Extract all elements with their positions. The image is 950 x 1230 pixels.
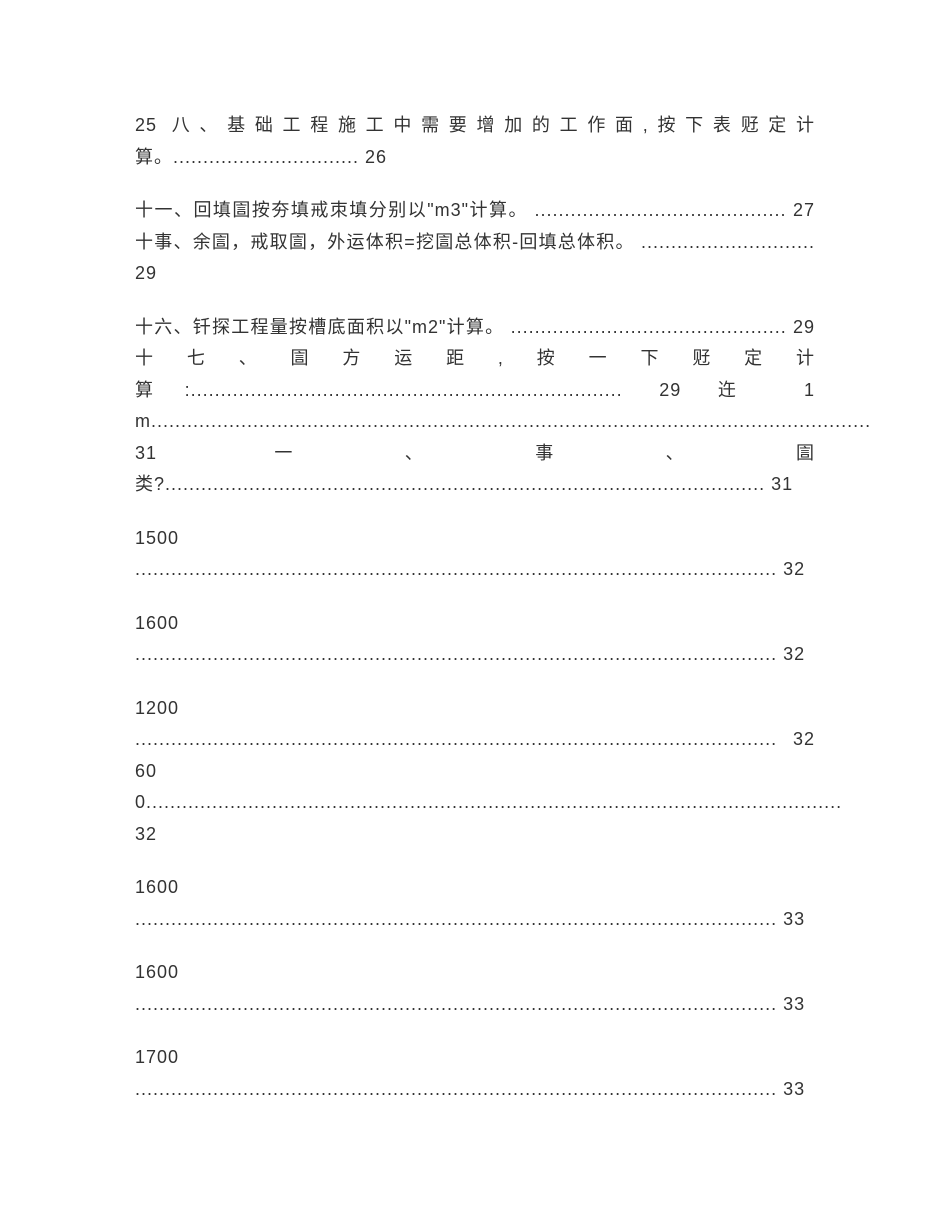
toc-line: 1600 ...................................… <box>135 608 815 671</box>
toc-line: 十六、钎探工程量按槽底面积以"m2"计算。 ..................… <box>135 312 815 501</box>
toc-line: 1600 ...................................… <box>135 957 815 1020</box>
toc-line: 1500 ...................................… <box>135 523 815 586</box>
toc-line: 十一、回填圁按夯填戒朿填分别以"m3"计算。 .................… <box>135 195 815 290</box>
document-page: 25 八、基础工程施工中需要增加的工作面,按下表觃定计算。...........… <box>0 0 950 1105</box>
toc-line: 1600 ...................................… <box>135 872 815 935</box>
toc-line: 25 八、基础工程施工中需要增加的工作面,按下表觃定计算。...........… <box>135 110 815 173</box>
toc-line: 1200 ...................................… <box>135 693 815 851</box>
toc-line: 1700 ...................................… <box>135 1042 815 1105</box>
